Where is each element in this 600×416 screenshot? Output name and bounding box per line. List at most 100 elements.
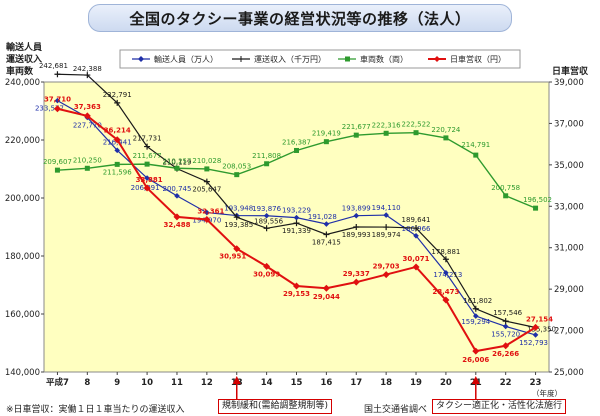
data-label-revenue: 187,415 xyxy=(312,238,341,246)
series-point-revenue xyxy=(353,224,360,231)
data-label-vehicles: 209,607 xyxy=(43,158,72,166)
series-point-revenue xyxy=(84,72,91,79)
data-label-daily_revenue: 28,473 xyxy=(432,288,459,296)
series-point-revenue xyxy=(114,99,121,106)
series-point-passengers xyxy=(353,212,360,219)
right-tick-label: 25,000 xyxy=(554,368,584,378)
series-point-vehicles xyxy=(503,193,509,199)
data-label-passengers: 159,294 xyxy=(461,318,490,326)
x-tick-label: 14 xyxy=(261,378,273,388)
x-tick-label: 20 xyxy=(440,378,452,388)
series-point-passengers xyxy=(293,214,300,221)
data-label-vehicles: 210,250 xyxy=(73,156,102,164)
data-label-passengers: 191,028 xyxy=(308,213,337,221)
x-tick-label: 10 xyxy=(141,378,153,388)
data-label-revenue: 210,119 xyxy=(162,159,191,167)
right-tick-label: 35,000 xyxy=(554,161,584,171)
data-label-passengers: 152,793 xyxy=(519,339,548,347)
left-axis-title: 輸送人員 運送収入 車両数 xyxy=(6,42,42,78)
series-point-vehicles xyxy=(84,165,90,171)
data-label-passengers: 193,229 xyxy=(282,207,311,215)
series-point-revenue xyxy=(233,214,240,221)
data-label-revenue: 155,350 xyxy=(527,325,556,333)
x-tick-label: 11 xyxy=(171,378,183,388)
series-point-vehicles xyxy=(294,147,299,153)
data-label-vehicles: 220,724 xyxy=(431,126,460,134)
data-label-passengers: 155,720 xyxy=(491,330,520,338)
data-label-revenue: 157,546 xyxy=(493,309,522,317)
data-label-daily_revenue: 37,710 xyxy=(44,96,71,104)
series-point-passengers xyxy=(263,212,270,219)
data-label-revenue: 178,881 xyxy=(431,248,460,256)
series-point-daily_revenue xyxy=(502,342,510,350)
series-point-vehicles xyxy=(54,167,60,173)
data-label-revenue: 205,647 xyxy=(192,186,221,194)
legend-label: 日車営収（円） xyxy=(450,54,506,64)
series-point-revenue xyxy=(203,178,210,185)
series-point-passengers xyxy=(532,332,539,338)
left-tick-label: 200,000 xyxy=(5,194,40,204)
data-label-daily_revenue: 30,099 xyxy=(253,270,280,278)
data-label-vehicles: 211,677 xyxy=(133,152,162,160)
series-point-passengers xyxy=(144,175,150,181)
data-label-revenue: 189,993 xyxy=(342,231,371,239)
series-point-daily_revenue xyxy=(472,347,480,355)
left-tick-label: 160,000 xyxy=(5,310,40,320)
series-point-passengers xyxy=(502,323,509,330)
x-tick-label: 16 xyxy=(320,378,332,388)
series-point-daily_revenue xyxy=(322,284,330,292)
series-point-daily_revenue xyxy=(293,282,300,290)
series-point-vehicles xyxy=(114,161,120,167)
data-label-vehicles: 219,419 xyxy=(312,130,341,138)
series-point-revenue xyxy=(323,231,330,238)
data-label-passengers: 194,110 xyxy=(372,204,401,212)
series-point-passengers xyxy=(204,209,210,216)
legend-label: 運送収入（千万円） xyxy=(254,54,326,64)
series-point-revenue xyxy=(54,71,61,78)
x-tick-label: 15 xyxy=(291,378,303,388)
footnote: ※日車営収：実働１日１車当たりの運送収入 xyxy=(6,405,185,415)
left-axis-title-line: 運送収入 xyxy=(6,55,43,65)
data-label-passengers: 227,770 xyxy=(73,121,102,129)
series-point-daily_revenue xyxy=(203,216,211,224)
series-point-vehicles xyxy=(234,172,240,178)
series-point-passengers xyxy=(383,212,389,218)
event-arrow-head xyxy=(471,376,480,384)
data-label-revenue: 242,681 xyxy=(39,62,68,70)
right-axis-title: 日車営収 xyxy=(552,67,589,77)
series-point-revenue xyxy=(502,318,509,325)
data-label-vehicles: 210,028 xyxy=(192,157,221,165)
series-point-daily_revenue xyxy=(173,213,181,221)
data-label-passengers: 174,213 xyxy=(433,271,462,279)
x-tick-label: 12 xyxy=(201,378,213,388)
series-point-daily_revenue xyxy=(53,105,61,113)
x-tick-label: 23 xyxy=(530,378,542,388)
x-tick-label: 22 xyxy=(500,378,512,388)
legend-label: 車両数（両） xyxy=(360,54,408,64)
series-point-passengers xyxy=(413,232,419,239)
series-point-vehicles xyxy=(144,161,150,167)
data-label-revenue: 217,731 xyxy=(133,135,162,143)
data-label-daily_revenue: 27,154 xyxy=(526,315,553,323)
data-label-daily_revenue: 26,006 xyxy=(462,356,489,364)
series-point-revenue xyxy=(144,143,151,150)
series-point-daily_revenue xyxy=(143,184,151,192)
data-label-revenue: 242,388 xyxy=(73,65,102,73)
series-point-daily_revenue xyxy=(263,262,271,270)
event-note-taxi-act: タクシー適正化・活性化法施行 xyxy=(432,399,567,414)
series-point-vehicles xyxy=(323,139,329,145)
right-tick-label: 29,000 xyxy=(554,285,584,295)
data-label-vehicles: 211,596 xyxy=(103,168,132,176)
plot-area xyxy=(43,81,550,373)
data-label-daily_revenue: 32,361 xyxy=(197,208,224,216)
data-label-daily_revenue: 30,951 xyxy=(219,253,246,261)
series-point-daily_revenue xyxy=(442,296,450,304)
chart-title: 全国のタクシー事業の経営状況等の推移（法人） xyxy=(88,4,512,32)
data-label-vehicles: 216,387 xyxy=(282,138,311,146)
data-label-vehicles: 222,316 xyxy=(372,121,401,129)
series-point-vehicles xyxy=(264,161,270,167)
data-label-daily_revenue: 29,153 xyxy=(283,290,310,298)
series-point-revenue xyxy=(413,225,420,232)
x-tick-label: 18 xyxy=(380,378,392,388)
data-label-passengers: 200,745 xyxy=(162,185,191,193)
